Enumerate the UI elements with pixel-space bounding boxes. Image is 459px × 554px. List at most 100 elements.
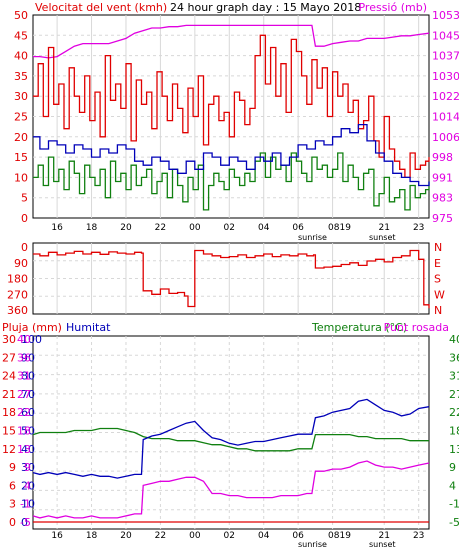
rain-axis-ticks: 0 3 6 9 12 15 18 21 24 27 30 [2, 333, 16, 529]
pressure-tick-1014: 1014 [432, 111, 459, 124]
pressure-tick-1053: 1053 [432, 9, 459, 22]
rain-tick-30: 30 [2, 333, 16, 346]
wind-tick-15: 15 [14, 151, 28, 164]
pressure-tick-1030: 1030 [432, 70, 459, 83]
x-tick-20: 20 [120, 223, 132, 233]
hum-tick-60: 60 [21, 406, 35, 419]
dir-deg-180: 180 [7, 273, 28, 286]
direction-degree-ticks: 360 270 180 90 0 [7, 241, 28, 317]
rtemp-tick-40: 40 [449, 333, 459, 346]
hum-tick-100: 100 [21, 333, 42, 346]
hum-tick-90: 90 [21, 351, 35, 364]
chart-title: 24 hour graph day : 15 Mayo 2018 [170, 1, 361, 14]
wind-tick-25: 25 [14, 111, 28, 124]
x-tick-23: 23 [413, 223, 424, 233]
hum-tick-20: 20 [21, 479, 35, 492]
x-tick-21: 21 [379, 223, 390, 233]
dir-compass-S: S [434, 273, 441, 286]
wind-tick-45: 45 [14, 29, 28, 42]
sunrise-label-bottom: sunrise [298, 540, 327, 549]
ltemp-tick-40: 40 [17, 333, 31, 346]
x-tick-16: 16 [51, 531, 63, 541]
pressure-tick-1022: 1022 [432, 90, 459, 103]
ltemp-tick-13: 13 [17, 443, 31, 456]
rtemp-tick-36: 36 [449, 351, 459, 364]
ltemp-tick--1: -1 [20, 498, 31, 511]
temp-panel-grid [33, 336, 429, 529]
ltemp-tick-9: 9 [24, 461, 31, 474]
pressure-tick-998: 998 [432, 151, 453, 164]
series-rel-vent [33, 123, 430, 187]
rtemp-tick--1: -1 [449, 498, 459, 511]
dir-deg-90: 90 [14, 257, 28, 270]
series-punt-rosada [32, 460, 430, 519]
dir-compass-N: N [434, 241, 442, 254]
rtemp-tick--5: -5 [449, 516, 459, 529]
wind-tick-5: 5 [21, 192, 28, 205]
wind-panel-series [33, 24, 430, 211]
x-tick-00: 00 [189, 531, 201, 541]
direction-panel-series [33, 249, 430, 309]
dir-deg-270: 270 [7, 288, 28, 301]
humidity-axis-label: Humitat [66, 321, 111, 334]
series-vent-m-xim [33, 34, 430, 179]
ltemp-tick-4: 4 [24, 479, 31, 492]
rain-tick-15: 15 [2, 425, 16, 438]
wind-speed-axis-label: Velocitat del vent (kmh) [35, 1, 167, 14]
x-tick-02: 02 [224, 531, 235, 541]
rain-tick-12: 12 [2, 443, 16, 456]
series-humitat [32, 398, 430, 479]
pressure-tick-991: 991 [432, 171, 453, 184]
x-tick-06: 06 [292, 223, 304, 233]
wind-tick-50: 50 [14, 9, 28, 22]
x-tick-0819: 0819 [328, 531, 351, 541]
hum-tick-50: 50 [21, 425, 35, 438]
hum-tick-70: 70 [21, 388, 35, 401]
rain-tick-3: 3 [9, 498, 16, 511]
ltemp-tick--5: -5 [20, 516, 31, 529]
x-tick-18: 18 [86, 531, 98, 541]
temp-panel-x-ticks: 16 18 20 22 00 02 04 06 0819 21 23 [51, 531, 424, 541]
hum-tick-40: 40 [21, 443, 35, 456]
dewpoint-axis-label: Punt rosada [384, 321, 449, 334]
wind-tick-10: 10 [14, 171, 28, 184]
rain-tick-24: 24 [2, 370, 16, 383]
temp-panel-series [32, 398, 430, 523]
pressure-tick-1045: 1045 [432, 29, 459, 42]
ltemp-tick-27: 27 [17, 388, 31, 401]
ltemp-tick-18: 18 [17, 425, 31, 438]
wind-tick-20: 20 [14, 131, 28, 144]
pressure-tick-983: 983 [432, 192, 453, 205]
hum-tick-80: 80 [21, 370, 35, 383]
rain-tick-6: 6 [9, 479, 16, 492]
series-temperatura [32, 427, 429, 452]
series-pressi- [33, 24, 430, 59]
x-tick-06: 06 [292, 531, 304, 541]
dir-compass-W: W [434, 288, 445, 301]
x-tick-0819: 0819 [328, 223, 351, 233]
rtemp-tick-18: 18 [449, 425, 459, 438]
hum-tick-10: 10 [21, 498, 35, 511]
sunset-label-top: sunset [369, 233, 396, 242]
ltemp-tick-22: 22 [17, 406, 31, 419]
sunset-label-bottom: sunset [369, 540, 396, 549]
temperature-axis-label: Temperatura (°C) [311, 321, 407, 334]
rain-tick-0: 0 [9, 516, 16, 529]
rain-tick-9: 9 [9, 461, 16, 474]
pressure-tick-975: 975 [432, 212, 453, 225]
rtemp-tick-27: 27 [449, 388, 459, 401]
dir-compass-E: E [434, 257, 441, 270]
dir-deg-360: 360 [7, 304, 28, 317]
wind-tick-35: 35 [14, 70, 28, 83]
wind-speed-axis-ticks: 0 5 10 15 20 25 30 35 40 45 50 [14, 9, 28, 225]
pressure-tick-1006: 1006 [432, 131, 459, 144]
x-tick-02: 02 [224, 223, 235, 233]
wind-panel-x-ticks: 16 18 20 22 00 02 04 06 0819 21 23 [51, 223, 424, 233]
rain-tick-21: 21 [2, 388, 16, 401]
x-tick-00: 00 [189, 223, 201, 233]
rtemp-tick-22: 22 [449, 406, 459, 419]
